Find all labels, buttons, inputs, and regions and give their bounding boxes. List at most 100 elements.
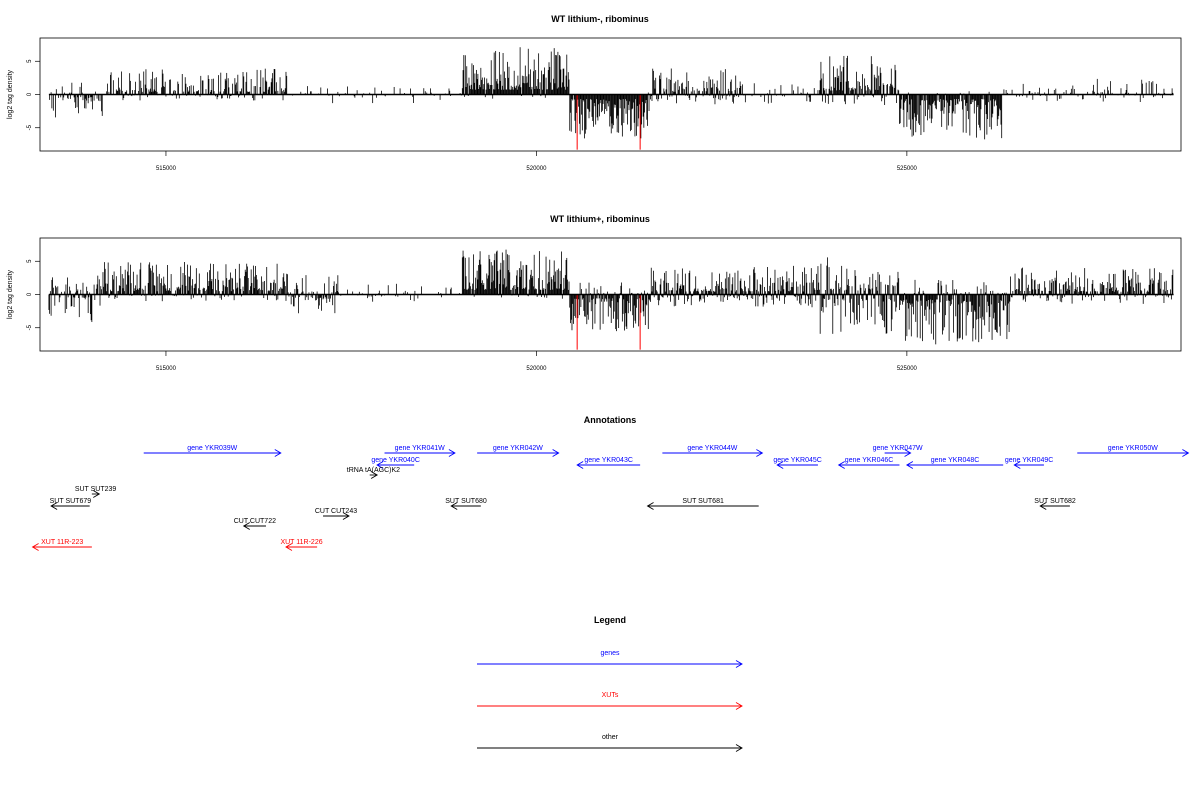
- feature-arrow-head: [552, 449, 560, 457]
- feature-label: gene YKR049C: [1005, 457, 1054, 464]
- feature-label: gene YKR047W: [873, 445, 923, 452]
- annotations-panel: Annotations gene YKR039W gene YKR041W gene …: [31, 415, 1190, 551]
- feature-arrow-head: [448, 449, 456, 457]
- feature-arrow-head: [1039, 502, 1047, 510]
- feature-label: gene YKR039W: [187, 445, 237, 452]
- feature-label: XUT 11R-223: [41, 539, 83, 546]
- feature-arrow-head: [905, 461, 914, 469]
- feature-arrow: gene YKR046C: [837, 457, 900, 469]
- feature-arrow: SUT SUT681: [646, 498, 759, 510]
- y-tick-label: -5: [27, 124, 33, 130]
- feature-arrow: CUT CUT722: [234, 518, 276, 530]
- density-bars: [49, 47, 1174, 150]
- panel-title: WT lithium-, ribominus: [551, 14, 649, 24]
- feature-label: SUT SUT681: [682, 498, 724, 505]
- feature-label: SUT SUT239: [75, 486, 117, 493]
- legend-item-arrow: XUTs: [477, 692, 743, 710]
- legend-item-arrow: other: [477, 734, 743, 752]
- feature-arrow: gene YKR039W: [143, 445, 282, 457]
- feature-arrow-head: [242, 522, 250, 530]
- feature-arrow-head: [646, 502, 654, 510]
- feature-arrow-head: [576, 461, 584, 469]
- panel-title: WT lithium+, ribominus: [550, 214, 650, 224]
- feature-arrow-head: [93, 490, 101, 498]
- legend-item-arrow-head: [735, 660, 743, 668]
- feature-label: gene YKR042W: [493, 445, 543, 452]
- legend-item-label: genes: [600, 650, 620, 657]
- feature-arrow: SUT SUT239: [75, 486, 117, 498]
- feature-arrow: CUT CUT243: [315, 508, 357, 520]
- legend-item-arrow: genes: [477, 650, 743, 668]
- density-bars: [48, 249, 1174, 350]
- feature-arrow: gene YKR047W: [873, 445, 923, 457]
- feature-label: CUT CUT722: [234, 518, 276, 525]
- legend-item-label: XUTs: [602, 692, 619, 699]
- feature-arrow-head: [450, 502, 458, 510]
- feature-arrow: XUT 11R-226: [280, 539, 323, 551]
- feature-label: SUT SUT682: [1034, 498, 1076, 505]
- legend-item-label: other: [602, 734, 619, 741]
- feature-arrow-head: [50, 502, 58, 510]
- feature-label: gene YKR044W: [687, 445, 737, 452]
- density-panel-2: WT lithium+, ribominus 515000 520000 525000…: [7, 214, 1182, 372]
- x-tick-label: 515000: [156, 166, 177, 172]
- feature-arrow-head: [285, 543, 293, 551]
- feature-label: gene YKR041W: [395, 445, 445, 452]
- x-tick-label: 520000: [526, 166, 547, 172]
- feature-label: SUT SUT680: [445, 498, 487, 505]
- feature-arrow: gene YKR041W: [384, 445, 456, 457]
- legend-title: Legend: [594, 615, 626, 625]
- feature-arrow-head: [370, 471, 379, 479]
- feature-arrow-head: [274, 449, 282, 457]
- feature-arrow-head: [31, 543, 39, 551]
- feature-arrow: gene YKR042W: [477, 445, 560, 457]
- x-tick-label: 525000: [897, 166, 918, 172]
- x-tick-label: 515000: [156, 366, 177, 372]
- feature-label: tRNA tA(AGC)K2: [347, 467, 400, 474]
- feature-arrow: tRNA tA(AGC)K2: [347, 467, 400, 479]
- feature-label: XUT 11R-226: [280, 539, 322, 546]
- feature-label: gene YKR050W: [1108, 445, 1158, 452]
- y-tick-label: -5: [27, 324, 33, 330]
- legend: Legend genes XUTs other: [477, 615, 743, 752]
- feature-arrow-head: [1182, 449, 1190, 457]
- feature-label: SUT SUT679: [50, 498, 92, 505]
- feature-arrow-head: [756, 449, 764, 457]
- y-axis-label: log2 tag density: [7, 269, 14, 319]
- feature-arrow: gene YKR048C: [905, 457, 1004, 469]
- feature-arrow: gene YKR045C: [773, 457, 822, 469]
- feature-label: gene YKR046C: [845, 457, 894, 464]
- annotations-title: Annotations: [584, 415, 637, 425]
- x-tick-label: 525000: [897, 366, 918, 372]
- y-tick-label: 5: [27, 59, 33, 63]
- x-tick-label: 520000: [526, 366, 547, 372]
- feature-arrow: SUT SUT682: [1034, 498, 1076, 510]
- feature-arrow: SUT SUT680: [445, 498, 487, 510]
- feature-arrow: gene YKR050W: [1077, 445, 1190, 457]
- feature-label: gene YKR048C: [931, 457, 980, 464]
- feature-arrow-head: [776, 461, 784, 469]
- y-axis-label: log2 tag density: [7, 69, 14, 119]
- density-panel-1: WT lithium-, ribominus 515000 520000 525000…: [7, 14, 1182, 172]
- feature-arrow: gene YKR040C: [371, 457, 420, 469]
- feature-arrow: XUT 11R-223: [31, 539, 92, 551]
- legend-item-arrow-head: [735, 744, 743, 752]
- feature-arrow: gene YKR044W: [662, 445, 764, 457]
- feature-label: gene YKR045C: [773, 457, 822, 464]
- feature-arrow-head: [342, 512, 350, 520]
- y-tick-label: 5: [27, 259, 33, 263]
- feature-arrow-head: [837, 461, 845, 469]
- legend-item-arrow-head: [735, 702, 743, 710]
- y-tick-label: 0: [27, 292, 33, 296]
- feature-arrow: gene YKR043C: [576, 457, 641, 469]
- feature-label: CUT CUT243: [315, 508, 357, 515]
- feature-arrow-head: [904, 449, 912, 457]
- feature-arrow: gene YKR049C: [1005, 457, 1054, 469]
- feature-arrow-head: [1013, 461, 1021, 469]
- feature-arrow-head: [376, 461, 384, 469]
- feature-label: gene YKR043C: [584, 457, 633, 464]
- feature-label: gene YKR040C: [371, 457, 420, 464]
- y-tick-label: 0: [27, 92, 33, 96]
- feature-arrow: SUT SUT679: [50, 498, 92, 510]
